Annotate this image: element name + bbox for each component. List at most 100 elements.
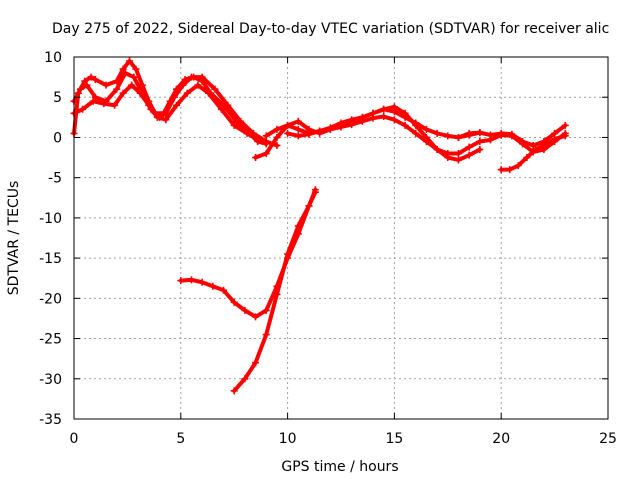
data-point bbox=[76, 85, 84, 93]
data-point bbox=[476, 137, 484, 145]
data-point bbox=[380, 105, 388, 113]
data-point bbox=[305, 130, 313, 138]
data-point bbox=[380, 113, 388, 121]
data-point bbox=[412, 119, 420, 127]
data-point bbox=[81, 77, 89, 85]
x-tick-label: 25 bbox=[599, 431, 617, 447]
data-point bbox=[102, 81, 110, 89]
data-point bbox=[205, 89, 213, 97]
data-point bbox=[487, 131, 495, 139]
y-tick-label: -10 bbox=[39, 211, 62, 227]
data-point bbox=[294, 125, 302, 133]
data-point bbox=[284, 121, 292, 129]
data-point bbox=[252, 154, 260, 162]
data-point bbox=[145, 101, 153, 109]
series-arc-9 bbox=[178, 187, 318, 319]
data-point bbox=[91, 76, 99, 84]
data-point bbox=[508, 130, 516, 138]
data-point bbox=[100, 100, 108, 108]
data-point bbox=[252, 359, 260, 367]
data-point bbox=[444, 150, 452, 158]
y-tick-label: -5 bbox=[48, 171, 62, 187]
data-point bbox=[514, 162, 522, 170]
data-point bbox=[113, 85, 121, 93]
data-point bbox=[476, 129, 484, 137]
data-point bbox=[136, 89, 144, 97]
y-tick-label: -35 bbox=[39, 412, 62, 428]
data-point bbox=[273, 290, 281, 298]
data-point bbox=[390, 108, 398, 116]
data-point bbox=[262, 132, 270, 140]
data-point bbox=[230, 121, 238, 129]
data-point bbox=[132, 65, 140, 73]
data-point bbox=[433, 146, 441, 154]
y-tick-label: -15 bbox=[39, 251, 62, 267]
data-point bbox=[561, 121, 569, 129]
data-point bbox=[465, 151, 473, 159]
data-point bbox=[326, 125, 334, 133]
series-group bbox=[70, 57, 569, 395]
data-point bbox=[348, 121, 356, 129]
data-point bbox=[401, 121, 409, 129]
data-point bbox=[476, 146, 484, 154]
data-point bbox=[194, 81, 202, 89]
data-point bbox=[170, 93, 178, 101]
x-tick-label: 10 bbox=[279, 431, 297, 447]
data-point bbox=[217, 105, 225, 113]
data-point bbox=[162, 116, 170, 124]
data-point bbox=[465, 143, 473, 151]
data-point bbox=[294, 132, 302, 140]
data-point bbox=[262, 150, 270, 158]
data-point bbox=[209, 282, 217, 290]
data-point bbox=[454, 156, 462, 164]
y-tick-label: -25 bbox=[39, 332, 62, 348]
data-point bbox=[454, 150, 462, 158]
data-point bbox=[551, 135, 559, 143]
data-point bbox=[519, 137, 527, 145]
data-point bbox=[273, 141, 281, 149]
data-point bbox=[230, 298, 238, 306]
data-point bbox=[561, 132, 569, 140]
y-tick-label: -20 bbox=[39, 291, 62, 307]
data-point bbox=[369, 114, 377, 122]
data-point bbox=[198, 73, 206, 81]
data-point bbox=[153, 113, 161, 121]
data-point bbox=[506, 166, 514, 174]
data-point bbox=[224, 101, 232, 109]
data-point bbox=[87, 73, 95, 81]
data-point bbox=[497, 166, 505, 174]
data-point bbox=[284, 129, 292, 137]
data-point bbox=[130, 73, 138, 81]
x-axis-label: GPS time / hours bbox=[281, 459, 398, 475]
data-point bbox=[273, 133, 281, 141]
y-tick-label: 10 bbox=[44, 50, 62, 66]
data-point bbox=[230, 387, 238, 395]
data-point bbox=[198, 278, 206, 286]
data-point bbox=[305, 202, 313, 210]
data-point bbox=[256, 135, 264, 143]
data-point bbox=[422, 125, 430, 133]
data-point bbox=[311, 188, 319, 196]
data-point bbox=[179, 81, 187, 89]
data-point bbox=[126, 57, 134, 65]
data-point bbox=[121, 69, 129, 77]
data-point bbox=[119, 89, 127, 97]
data-point bbox=[211, 85, 219, 93]
data-point bbox=[241, 306, 249, 314]
data-point bbox=[119, 65, 127, 73]
data-point bbox=[252, 313, 260, 321]
data-point bbox=[91, 93, 99, 101]
data-point bbox=[187, 73, 195, 81]
data-point bbox=[337, 123, 345, 131]
data-point bbox=[220, 286, 228, 294]
data-point bbox=[273, 125, 281, 133]
data-point bbox=[497, 129, 505, 137]
data-point bbox=[128, 81, 136, 89]
data-point bbox=[262, 331, 270, 339]
y-axis-label: SDTVAR / TECUs bbox=[6, 181, 22, 296]
y-tick-label: 0 bbox=[53, 130, 62, 146]
data-point bbox=[540, 141, 548, 149]
data-point bbox=[243, 129, 251, 137]
data-point bbox=[284, 250, 292, 258]
